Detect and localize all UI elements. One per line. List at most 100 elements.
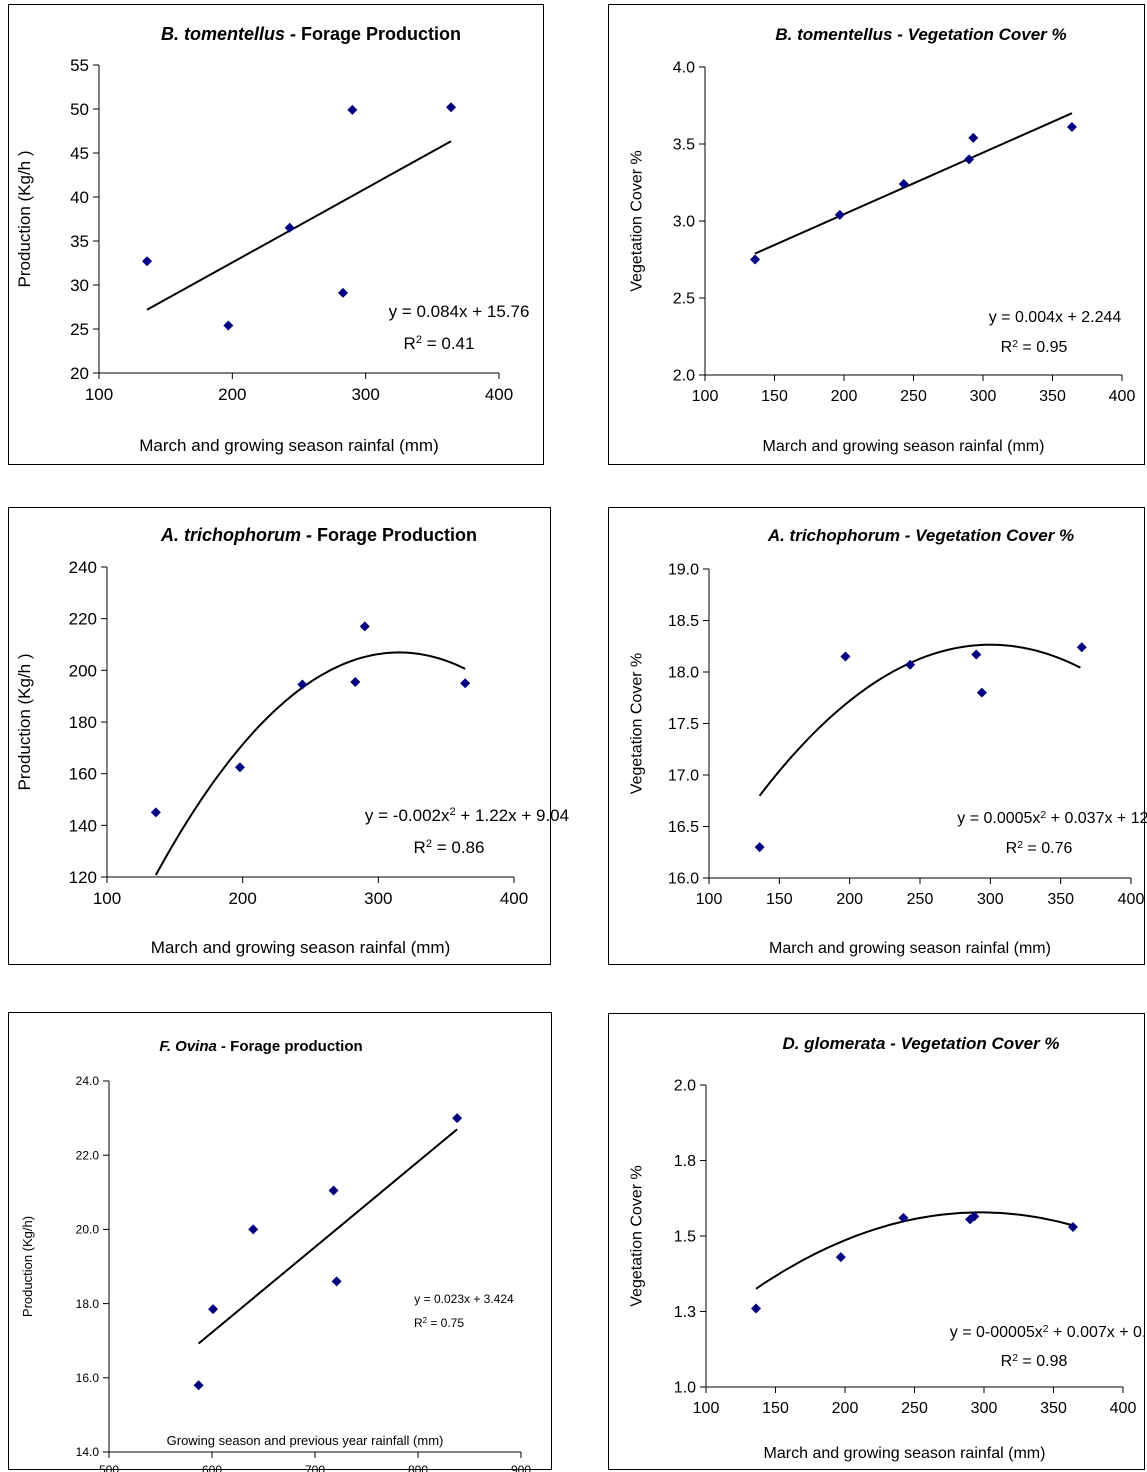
chart-svg: F. Ovina - Forage production 14.0 16.0 18.0… xyxy=(20,1038,531,1472)
trend-equation-main: y = 0.0005x xyxy=(957,810,1040,827)
x-axis-label: March and growing season rainfal (mm) xyxy=(769,940,1051,957)
r-squared-value: = 0.76 xyxy=(1023,840,1072,857)
data-point xyxy=(971,649,982,660)
y-tick-label: 55 xyxy=(70,56,89,75)
x-tick-label: 100 xyxy=(693,1400,720,1417)
y-tick-label: 19.0 xyxy=(668,562,699,579)
r-squared: R2 = 0.41 xyxy=(404,334,475,353)
y-tick-label: 1.8 xyxy=(674,1153,696,1170)
trendline xyxy=(754,112,1073,255)
x-tick-label: 500 xyxy=(99,1463,119,1472)
y-tick-label: 45 xyxy=(70,144,89,163)
data-point xyxy=(350,676,361,687)
chart-title-species: A. trichophorum - xyxy=(160,525,312,545)
y-tick-label: 18.0 xyxy=(668,665,699,682)
r-squared: R2 = 0.98 xyxy=(1001,1353,1068,1371)
chart-title: A. trichophorum - Vegetation Cover % xyxy=(767,526,1074,545)
data-point xyxy=(969,1211,980,1222)
chart-panel-b-tomentellus-production: B. tomentellus - Forage Production 20 25 30… xyxy=(8,4,544,465)
x-tick-label: 100 xyxy=(93,889,121,908)
trend-equation-main: y = 0.023x + 3.424 xyxy=(414,1292,514,1306)
x-tick-label: 350 xyxy=(1039,388,1066,405)
x-tick-label: 150 xyxy=(762,1400,789,1417)
y-tick-label: 25 xyxy=(70,320,89,339)
r-symbol: R xyxy=(1001,339,1013,356)
x-tick-label: 800 xyxy=(408,1463,428,1472)
y-tick-label: 4.0 xyxy=(673,60,695,77)
data-point xyxy=(1067,1221,1078,1232)
r-squared: R2 = 0.95 xyxy=(1001,339,1068,357)
x-tick-label: 100 xyxy=(85,385,113,404)
chart-title: D. glomerata - Vegetation Cover % xyxy=(782,1034,1059,1053)
y-tick-label: 14.0 xyxy=(76,1445,100,1459)
y-axis-label: Production (Kg/h ) xyxy=(15,653,34,790)
y-tick-label: 240 xyxy=(69,558,97,577)
y-tick-label: 20 xyxy=(70,364,89,383)
r-symbol: R xyxy=(1001,1353,1013,1370)
x-axis-label: March and growing season rainfal (mm) xyxy=(139,436,439,455)
data-point xyxy=(347,104,358,115)
data-point xyxy=(898,1212,909,1223)
exponent: 2 xyxy=(1017,840,1023,851)
data-point xyxy=(452,1113,463,1124)
chart-panel-b-tomentellus-cover: B. tomentellus - Vegetation Cover % 2.0 2.… xyxy=(608,4,1145,465)
y-tick-label: 24.0 xyxy=(76,1074,100,1088)
x-tick-label: 300 xyxy=(351,385,379,404)
r-symbol: R xyxy=(1006,840,1018,857)
chart-title-species: B. tomentellus - xyxy=(161,24,296,44)
x-tick-label: 400 xyxy=(485,385,513,404)
y-tick-label: 180 xyxy=(69,713,97,732)
x-tick-label: 350 xyxy=(1040,1400,1067,1417)
x-tick-label: 100 xyxy=(696,891,723,908)
chart-title-species: D. glomerata - Vegetation Cover % xyxy=(782,1034,1059,1053)
y-tick-label: 20.0 xyxy=(76,1223,100,1237)
trend-equation-tail: + 0.007x + 0.37 xyxy=(1049,1324,1147,1341)
y-tick-label: 40 xyxy=(70,188,89,207)
exponent: 2 xyxy=(1043,1324,1049,1335)
x-tick-label: 300 xyxy=(977,891,1004,908)
data-point xyxy=(142,256,152,267)
chart-panel-a-trichophorum-cover: A. trichophorum - Vegetation Cover % 16.0… xyxy=(608,507,1147,965)
x-tick-label: 400 xyxy=(1110,1400,1137,1417)
data-point xyxy=(751,1303,762,1314)
y-tick-label: 18.5 xyxy=(668,613,699,630)
chart-title: B. tomentellus - Vegetation Cover % xyxy=(775,25,1066,44)
chart-title-species: F. Ovina - xyxy=(159,1038,226,1055)
chart-title-species: A. trichophorum - Vegetation Cover % xyxy=(767,526,1074,545)
r-squared-value: = 0.86 xyxy=(432,838,484,857)
data-point xyxy=(754,842,765,853)
y-tick-label: 16.0 xyxy=(668,871,699,888)
data-point xyxy=(976,687,987,698)
x-axis-label: March and growing season rainfal (mm) xyxy=(151,938,451,957)
x-tick-label: 300 xyxy=(971,1400,998,1417)
x-tick-label: 200 xyxy=(228,889,256,908)
x-tick-label: 300 xyxy=(364,889,392,908)
y-tick-label: 160 xyxy=(69,765,97,784)
trendline xyxy=(197,1128,458,1345)
data-point xyxy=(446,102,456,113)
y-tick-label: 2.5 xyxy=(673,291,695,308)
y-tick-label: 200 xyxy=(69,661,97,680)
data-point xyxy=(834,209,845,220)
data-point xyxy=(359,621,370,632)
x-axis-label: March and growing season rainfal (mm) xyxy=(764,1445,1046,1462)
exponent: 2 xyxy=(1040,810,1046,821)
data-point xyxy=(223,320,234,331)
data-point xyxy=(284,222,295,233)
r-squared: R2 = 0.75 xyxy=(414,1316,464,1331)
data-point xyxy=(234,762,245,773)
x-tick-label: 200 xyxy=(218,385,246,404)
y-tick-label: 16.5 xyxy=(668,819,699,836)
r-squared-value: = 0.41 xyxy=(422,334,474,353)
x-tick-label: 200 xyxy=(836,891,863,908)
data-point xyxy=(905,659,916,670)
data-point xyxy=(338,287,348,298)
chart-title-suffix: Forage production xyxy=(226,1038,363,1055)
x-tick-label: 300 xyxy=(970,388,997,405)
x-tick-label: 400 xyxy=(1118,891,1145,908)
data-point xyxy=(460,678,471,689)
x-tick-label: 250 xyxy=(901,1400,928,1417)
trendline xyxy=(154,651,466,876)
trend-equation: y = 0.0005x2 + 0.037x + 12.59 xyxy=(957,810,1147,828)
x-tick-label: 150 xyxy=(761,388,788,405)
